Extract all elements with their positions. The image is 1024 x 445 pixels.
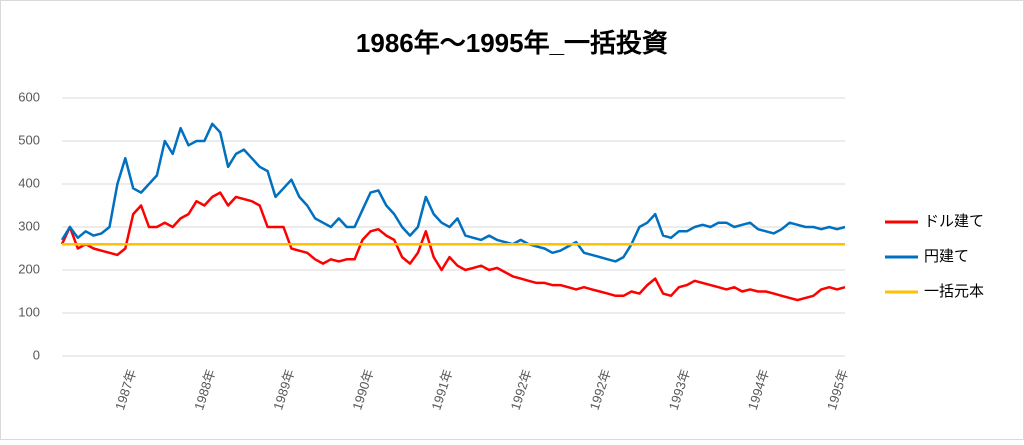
- y-tick-label: 400: [18, 175, 40, 190]
- y-tick-label: 200: [18, 261, 40, 276]
- legend-label: ドル建て: [924, 213, 984, 230]
- y-tick-label: 100: [18, 304, 40, 319]
- legend-label: 一括元本: [924, 283, 984, 300]
- y-tick-label: 600: [18, 89, 40, 104]
- legend-label: 円建て: [924, 248, 969, 265]
- y-tick-label: 300: [18, 218, 40, 233]
- y-tick-label: 500: [18, 132, 40, 147]
- series-line: [60, 191, 846, 302]
- y-tick-label: 0: [33, 347, 40, 362]
- chart-title: 1986年〜1995年_一括投資: [356, 28, 668, 58]
- series-line: [60, 122, 846, 263]
